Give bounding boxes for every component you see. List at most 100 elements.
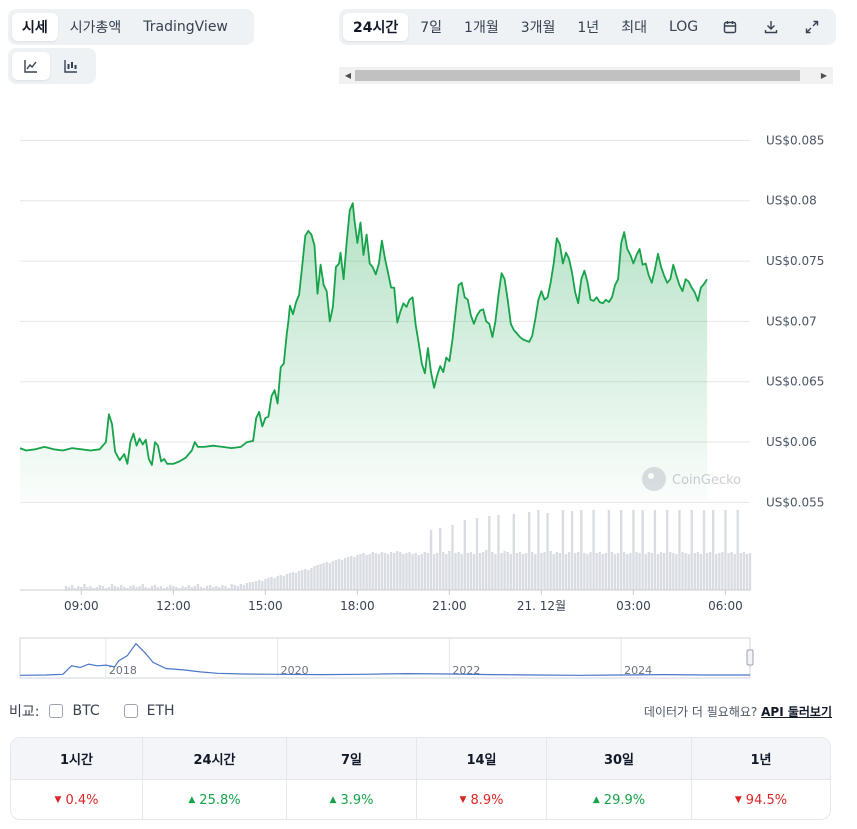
volume-bar bbox=[316, 565, 319, 590]
volume-bar bbox=[328, 563, 331, 590]
performance-values: ▼ 0.4% ▲ 25.8% ▲ 3.9% ▼ 8.9% ▲ 29.9% ▼ 94.5% bbox=[11, 779, 830, 819]
view-tab-0[interactable]: 시세 bbox=[12, 13, 58, 41]
volume-bar bbox=[586, 554, 589, 590]
navigator-line bbox=[19, 642, 750, 676]
volume-bar bbox=[537, 510, 540, 590]
compare-btc-label[interactable]: BTC bbox=[72, 703, 100, 719]
api-link[interactable]: API 둘러보기 bbox=[761, 705, 832, 719]
volume-bar bbox=[739, 553, 742, 590]
volume-bar bbox=[555, 552, 558, 590]
range-tab-5[interactable]: 최대 bbox=[621, 20, 647, 36]
volume-bar bbox=[162, 588, 166, 590]
volume-bar bbox=[613, 554, 617, 590]
fullscreen-button[interactable] bbox=[793, 13, 832, 41]
volume-bar bbox=[150, 586, 154, 590]
volume-bar bbox=[583, 553, 586, 590]
volume-bar bbox=[113, 586, 117, 590]
volume-bar bbox=[432, 554, 436, 590]
volume-bar bbox=[267, 578, 270, 590]
scroll-thumb[interactable] bbox=[355, 70, 800, 81]
volume-bar bbox=[135, 587, 138, 590]
price-chart[interactable]: US$0.055 US$0.06 US$0.065 US$0.07 US$0.075 US… bbox=[0, 100, 857, 690]
period-header: 1시간 bbox=[60, 753, 93, 768]
calendar-button[interactable] bbox=[710, 13, 749, 41]
x-tick-label: 03:00 bbox=[616, 599, 651, 613]
volume-bar bbox=[512, 514, 516, 590]
volume-bar bbox=[727, 553, 730, 590]
volume-bar bbox=[650, 553, 654, 590]
view-tab-1[interactable]: 시가총액 bbox=[69, 20, 122, 36]
range-tab-1[interactable]: 7일 bbox=[420, 20, 443, 36]
volume-bar bbox=[340, 560, 344, 590]
volume-bar bbox=[307, 570, 310, 590]
compare-row: 비교: BTC ETH bbox=[9, 701, 175, 721]
period-change: ▼ 0.4% bbox=[11, 780, 142, 819]
volume-bar bbox=[83, 584, 86, 590]
volume-bar bbox=[396, 551, 399, 590]
chart-type-tabs bbox=[8, 48, 96, 84]
volume-bar bbox=[478, 553, 482, 590]
volume-bar bbox=[647, 552, 650, 590]
compare-eth-label[interactable]: ETH bbox=[146, 703, 175, 719]
y-tick-label: US$0.055 bbox=[766, 495, 824, 509]
x-tick-label: 21. 12월 bbox=[517, 599, 566, 613]
volume-bar bbox=[577, 552, 580, 590]
volume-bar bbox=[285, 574, 289, 590]
volume-bar bbox=[153, 585, 157, 590]
volume-bar bbox=[138, 586, 141, 590]
volume-bar bbox=[389, 552, 393, 590]
range-tab-4[interactable]: 1년 bbox=[577, 20, 600, 36]
volume-bar bbox=[439, 528, 442, 590]
price-area bbox=[20, 203, 708, 500]
compare-btc-checkbox[interactable] bbox=[49, 704, 64, 718]
scroll-right-arrow[interactable]: ▶ bbox=[820, 71, 828, 80]
volume-bar bbox=[669, 552, 672, 590]
x-tick-label: 15:00 bbox=[248, 599, 283, 613]
volume-bar bbox=[558, 553, 562, 590]
volume-bar bbox=[258, 580, 261, 590]
volume-bar bbox=[337, 559, 341, 590]
volume-bar bbox=[506, 552, 509, 590]
period-change-value: 25.8% bbox=[199, 792, 241, 808]
volume-bar bbox=[549, 551, 552, 590]
volume-bar bbox=[684, 553, 687, 590]
y-tick-label: US$0.085 bbox=[766, 133, 824, 147]
volume-bar bbox=[393, 553, 396, 590]
compare-eth-checkbox[interactable] bbox=[123, 704, 138, 718]
range-tab-0[interactable]: 24시간 bbox=[343, 13, 409, 41]
view-tab-2[interactable]: TradingView bbox=[143, 19, 228, 35]
range-scrollbar[interactable]: ◀ ▶ bbox=[339, 67, 833, 84]
period-change: ▲ 25.8% bbox=[142, 780, 286, 819]
volume-bar bbox=[101, 586, 105, 590]
range-tab-2[interactable]: 1개월 bbox=[464, 20, 499, 36]
volume-bar bbox=[353, 557, 356, 590]
candlestick-chart-button[interactable] bbox=[52, 52, 90, 80]
navigator-handle[interactable] bbox=[746, 649, 754, 666]
volume-bar bbox=[190, 587, 193, 590]
volume-bar bbox=[279, 575, 282, 590]
volume-bar bbox=[331, 561, 335, 590]
volume-bar bbox=[665, 510, 669, 590]
volume-bar bbox=[402, 554, 405, 590]
volume-bar bbox=[144, 587, 147, 590]
line-chart-button[interactable] bbox=[12, 52, 50, 80]
volume-bar bbox=[610, 552, 614, 590]
range-tab-6[interactable]: LOG bbox=[668, 19, 699, 35]
volume-bar bbox=[248, 582, 252, 590]
navigator[interactable] bbox=[19, 637, 751, 679]
range-tab-3[interactable]: 3개월 bbox=[520, 20, 556, 36]
volume-bar bbox=[659, 552, 663, 590]
volume-bar bbox=[460, 554, 463, 590]
volume-bar bbox=[715, 554, 718, 590]
download-button[interactable] bbox=[751, 13, 790, 41]
volume-bar bbox=[291, 572, 295, 590]
volume-bar bbox=[300, 570, 304, 590]
coingecko-watermark: CoinGecko bbox=[642, 467, 741, 491]
period-header: 24시간 bbox=[142, 738, 286, 779]
volume-bar bbox=[221, 585, 224, 590]
volume-bar bbox=[282, 576, 285, 590]
volume-bar bbox=[619, 510, 623, 590]
volume-bar bbox=[641, 510, 644, 590]
scroll-left-arrow[interactable]: ◀ bbox=[344, 71, 352, 80]
volume-bar bbox=[417, 555, 420, 590]
